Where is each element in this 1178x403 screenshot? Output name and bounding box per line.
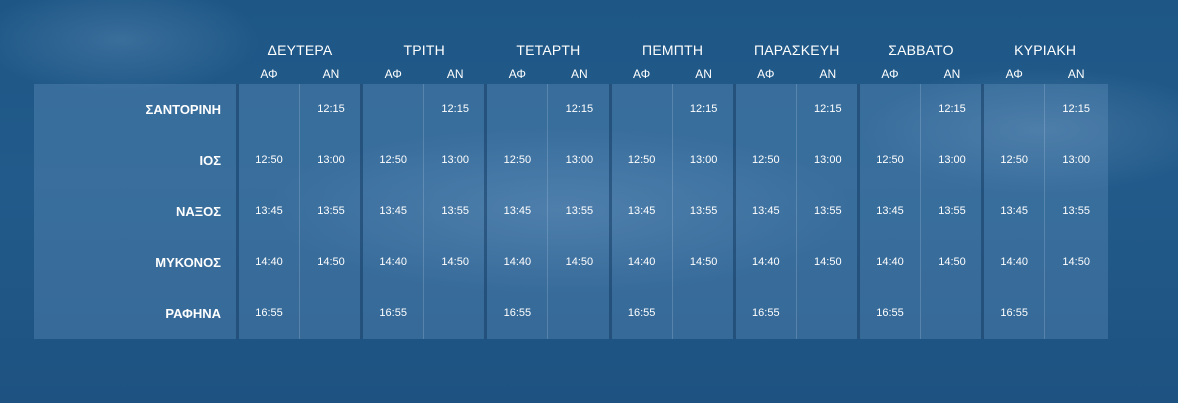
arrival-time: 12:15 (689, 103, 718, 115)
arrival-time: 13:00 (317, 154, 345, 166)
arrival-time: 14:50 (938, 256, 966, 268)
arrival-time: 13:00 (938, 154, 966, 166)
arrival-time: 13:00 (441, 154, 469, 166)
dep-arr-divider (299, 84, 300, 339)
arrival-subheader: ΑΝ (446, 67, 464, 81)
departure-time: 12:50 (876, 154, 904, 166)
day-column-divider (857, 84, 860, 339)
departure-subheader: ΑΦ (1005, 67, 1023, 81)
arrival-time: 14:50 (814, 256, 842, 268)
arrival-time: 13:00 (689, 154, 718, 166)
arrival-time: 13:55 (441, 205, 469, 217)
departure-subheader: ΑΦ (384, 67, 402, 81)
arrival-time: 13:55 (565, 205, 594, 217)
departure-time: 12:50 (752, 154, 780, 166)
arrival-time: 13:00 (814, 154, 842, 166)
arrival-subheader: ΑΝ (571, 67, 588, 81)
day-header: ΤΕΤΑΡΤΗ (516, 42, 581, 58)
departure-time: 13:45 (255, 205, 283, 217)
dep-arr-divider (1044, 84, 1046, 339)
dep-arr-divider (423, 84, 425, 339)
departure-subheader: ΑΦ (632, 67, 651, 81)
day-column-divider (981, 84, 985, 339)
departure-time: 14:40 (627, 256, 656, 268)
arrival-time: 12:15 (317, 103, 345, 115)
day-header: ΠΑΡΑΣΚΕΥΗ (753, 42, 840, 58)
departure-time: 16:55 (752, 307, 780, 319)
day-header: ΣΑΒΒΑΤΟ (888, 42, 954, 58)
day-column-divider (236, 84, 239, 339)
departure-time: 14:40 (1000, 256, 1028, 268)
departure-time: 12:50 (255, 154, 283, 166)
day-column-divider (360, 84, 364, 339)
arrival-time: 13:55 (938, 205, 966, 217)
departure-time: 14:40 (379, 256, 407, 268)
arrival-time: 14:50 (317, 256, 345, 268)
dep-arr-divider (547, 84, 549, 339)
departure-time: 14:40 (752, 256, 780, 268)
arrival-time: 14:50 (441, 256, 469, 268)
departure-time: 12:50 (503, 154, 532, 166)
arrival-time: 14:50 (565, 256, 594, 268)
arrival-time: 13:55 (689, 205, 718, 217)
departure-time: 12:50 (1000, 154, 1028, 166)
departure-time: 13:45 (627, 205, 656, 217)
departure-subheader: ΑΦ (260, 67, 278, 81)
arrival-time: 13:00 (1062, 154, 1090, 166)
departure-time: 16:55 (627, 307, 656, 319)
day-column-divider (732, 84, 736, 339)
arrival-time: 12:15 (565, 103, 594, 115)
day-header: ΠΕΜΠΤΗ (642, 42, 704, 58)
port-name: ΙΟΣ (199, 153, 221, 168)
arrival-time: 12:15 (938, 103, 966, 115)
arrival-time: 13:55 (1062, 205, 1090, 217)
arrival-time: 14:50 (1062, 256, 1090, 268)
departure-time: 14:40 (255, 256, 283, 268)
departure-subheader: ΑΦ (757, 67, 775, 81)
departure-subheader: ΑΦ (881, 67, 899, 81)
arrival-time: 12:15 (814, 103, 842, 115)
dep-arr-divider (671, 84, 673, 339)
arrival-subheader: ΑΝ (695, 67, 712, 81)
dep-arr-divider (795, 84, 797, 339)
arrival-time: 12:15 (1062, 103, 1090, 115)
departure-time: 16:55 (876, 307, 904, 319)
arrival-subheader: ΑΝ (322, 67, 340, 81)
departure-subheader: ΑΦ (508, 67, 526, 81)
departure-time: 13:45 (876, 205, 904, 217)
dep-arr-divider (920, 84, 921, 339)
day-column-divider (484, 84, 488, 339)
departure-time: 13:45 (752, 205, 780, 217)
departure-time: 12:50 (627, 154, 656, 166)
arrival-subheader: ΑΝ (943, 67, 961, 81)
arrival-time: 14:50 (689, 256, 718, 268)
day-header: ΚΥΡΙΑΚΗ (1014, 42, 1077, 58)
departure-time: 16:55 (255, 307, 283, 319)
departure-time: 13:45 (503, 205, 532, 217)
port-name: ΝΑΞΟΣ (175, 204, 221, 219)
departure-time: 16:55 (1000, 307, 1028, 319)
port-name: ΣΑΝΤΟΡΙΝΗ (145, 102, 221, 117)
departure-time: 14:40 (876, 256, 904, 268)
port-name: ΡΑΦΗΝΑ (165, 306, 221, 321)
arrival-subheader: ΑΝ (819, 67, 837, 81)
port-name: ΜΥΚΟΝΟΣ (155, 255, 221, 270)
departure-time: 16:55 (503, 307, 532, 319)
departure-time: 16:55 (379, 307, 407, 319)
arrival-time: 13:55 (317, 205, 345, 217)
departure-time: 13:45 (1000, 205, 1028, 217)
departure-time: 13:45 (379, 205, 407, 217)
day-header: ΔΕΥΤΕΡΑ (267, 42, 333, 58)
arrival-time: 13:55 (814, 205, 842, 217)
day-column-divider (608, 84, 612, 339)
departure-time: 14:40 (503, 256, 532, 268)
departure-time: 12:50 (379, 154, 407, 166)
arrival-subheader: ΑΝ (1067, 67, 1085, 81)
schedule-panel (34, 84, 1108, 339)
arrival-time: 12:15 (441, 103, 469, 115)
day-header: ΤΡΙΤΗ (403, 42, 445, 58)
arrival-time: 13:00 (565, 154, 594, 166)
